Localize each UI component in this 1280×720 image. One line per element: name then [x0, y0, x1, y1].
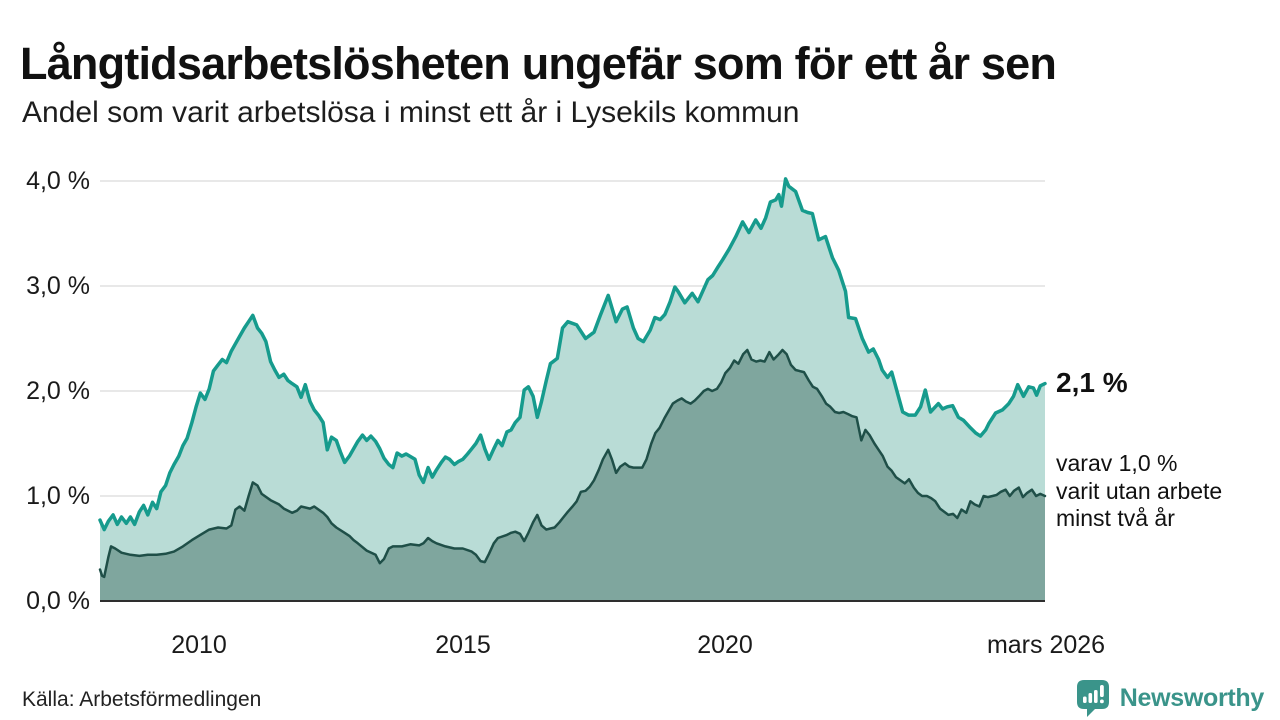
series-line-1	[98, 348, 1047, 579]
y-axis-label-3: 3,0 %	[26, 272, 90, 300]
x-axis-label-2010: 2010	[171, 631, 227, 659]
latest-value-label: 2,1 %	[1056, 367, 1128, 398]
y-axis-label-2: 2,0 %	[26, 377, 90, 405]
source-credit: Källa: Arbetsförmedlingen	[22, 688, 262, 711]
newsworthy-logo-icon	[1076, 680, 1109, 717]
y-axis-label-0: 0,0 %	[26, 587, 90, 615]
x-axis-label-2015: 2015	[435, 631, 491, 659]
newsworthy-logo: Newsworthy	[1074, 678, 1264, 718]
y-axis-label-1: 1,0 %	[26, 482, 90, 510]
series-area-1	[100, 350, 1045, 601]
series-line-0	[98, 177, 1047, 532]
page-subtitle: Andel som varit arbetslösa i minst ett å…	[22, 96, 800, 129]
page-title: Långtidsarbetslösheten ungefär som för e…	[20, 38, 1057, 90]
x-axis-label-mars-2026: mars 2026	[986, 631, 1106, 659]
y-axis-label-4: 4,0 %	[26, 167, 90, 195]
x-axis-label-2020: 2020	[697, 631, 753, 659]
latest-subset-annotation: varav 1,0 % varit utan arbete minst två …	[1056, 450, 1223, 531]
newsworthy-logo-text: Newsworthy	[1119, 683, 1265, 712]
